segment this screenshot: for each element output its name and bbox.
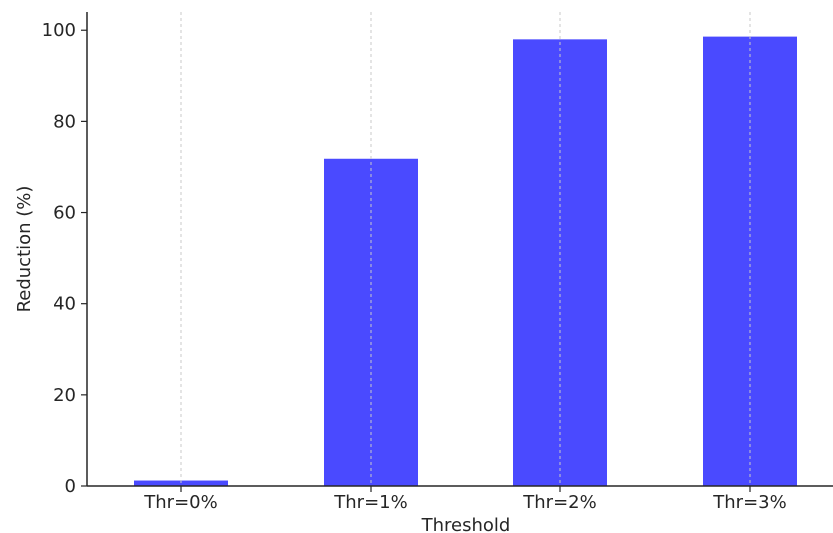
y-tick-label: 80 [53, 111, 76, 132]
bar-1 [134, 480, 228, 486]
bar-4 [703, 36, 797, 486]
x-tick-label: Thr=0% [143, 492, 217, 513]
x-axis-label: Threshold [421, 515, 511, 533]
x-tick-label: Thr=2% [522, 492, 596, 513]
y-tick-label: 0 [65, 476, 76, 497]
gridlines [180, 12, 751, 486]
y-tick-label: 100 [42, 20, 76, 41]
x-tick-label: Thr=3% [712, 492, 786, 513]
y-tick-label: 60 [53, 203, 76, 224]
bar-2 [324, 158, 418, 486]
axes [86, 12, 833, 487]
bars [134, 36, 797, 486]
x-ticks: Thr=0% Thr=1% Thr=2% Thr=3% [143, 486, 787, 513]
x-tick-label: Thr=1% [333, 492, 407, 513]
bar-3 [513, 39, 607, 486]
y-axis-label: Reduction (%) [14, 186, 35, 313]
y-tick-label: 20 [53, 385, 76, 406]
y-tick-label: 40 [53, 294, 76, 315]
y-ticks: 0 20 40 60 80 100 [42, 20, 87, 497]
